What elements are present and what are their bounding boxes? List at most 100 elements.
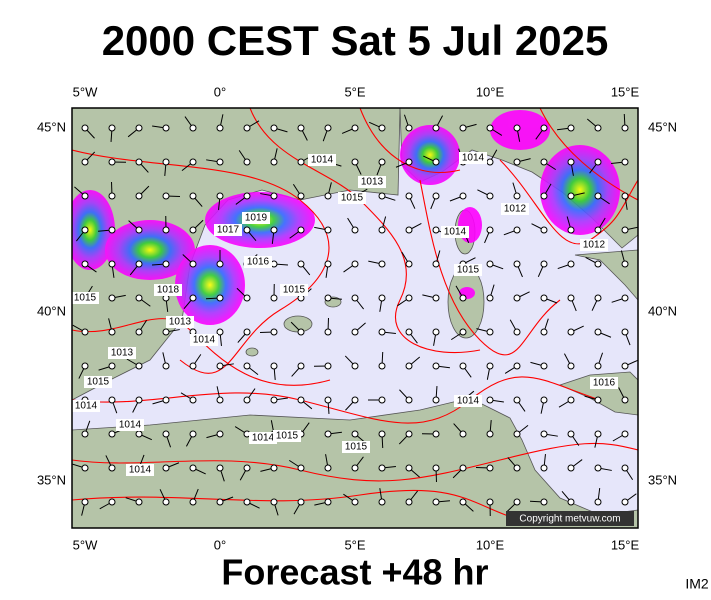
- barb-station: [432, 362, 440, 370]
- barb-station: [621, 396, 629, 404]
- barb-station: [270, 328, 278, 336]
- barb-station: [513, 260, 521, 268]
- barb-station: [81, 226, 89, 234]
- barb-station: [594, 158, 602, 166]
- barb-station: [324, 430, 332, 438]
- barb-station: [81, 362, 89, 370]
- barb-station: [459, 192, 467, 200]
- lon-label: 5°W: [73, 537, 98, 552]
- barb-station: [432, 226, 440, 234]
- barb-station: [486, 498, 494, 506]
- barb-station: [162, 192, 170, 200]
- isobar-label: 1015: [345, 442, 368, 453]
- barb-station: [540, 498, 548, 506]
- barb-station: [81, 328, 89, 336]
- barb-station: [486, 430, 494, 438]
- isobar-label: 1015: [87, 377, 110, 388]
- isobar-label-box: [126, 464, 154, 476]
- barb-station: [540, 430, 548, 438]
- barb-station: [297, 362, 305, 370]
- isobar-label: 1016: [593, 378, 616, 389]
- barb-station: [378, 430, 386, 438]
- barb-station: [459, 294, 467, 302]
- land: [72, 108, 638, 528]
- barb-station: [378, 294, 386, 302]
- barb-station: [81, 260, 89, 268]
- barb-station: [243, 362, 251, 370]
- barb-station: [270, 192, 278, 200]
- barb-station: [594, 192, 602, 200]
- isobar-label: 1013: [169, 317, 192, 328]
- barb-station: [432, 294, 440, 302]
- barb-station: [540, 362, 548, 370]
- isobar-label-box: [166, 316, 194, 328]
- barb-station: [243, 158, 251, 166]
- barb-station: [135, 226, 143, 234]
- barb-station: [216, 260, 224, 268]
- barb-station: [540, 192, 548, 200]
- isobar-label-box: [190, 334, 218, 346]
- barb-station: [135, 498, 143, 506]
- barb-station: [513, 328, 521, 336]
- barb-station: [540, 294, 548, 302]
- lon-label: 5°E: [344, 537, 365, 552]
- barb-station: [135, 158, 143, 166]
- barb-station: [513, 362, 521, 370]
- barb-station: [405, 294, 413, 302]
- barb-station: [378, 158, 386, 166]
- barb-station: [432, 260, 440, 268]
- barb-station: [405, 226, 413, 234]
- isobars: [72, 108, 638, 521]
- isobar-label: 1019: [245, 213, 268, 224]
- barb-station: [189, 192, 197, 200]
- barb-station: [162, 362, 170, 370]
- barb-station: [162, 124, 170, 132]
- barb-station: [189, 464, 197, 472]
- isobar-label: 1014: [444, 227, 467, 238]
- barb-station: [324, 498, 332, 506]
- barb-station: [189, 294, 197, 302]
- barb-station: [297, 124, 305, 132]
- product-code: IM2: [685, 576, 709, 592]
- barb-station: [567, 328, 575, 336]
- graticule-labels: 5°W 5°W 0° 0° 5°E 5°E 10°E 10°E 15°E 15°E 45°N 45°N…: [37, 84, 677, 552]
- barb-station: [324, 124, 332, 132]
- barb-station: [378, 124, 386, 132]
- barb-station: [567, 396, 575, 404]
- isobar-label-box: [308, 154, 336, 166]
- barb-station: [189, 260, 197, 268]
- barb-station: [324, 294, 332, 302]
- barb-station: [270, 464, 278, 472]
- barb-station: [486, 158, 494, 166]
- isobar-label-box: [280, 284, 308, 296]
- barb-station: [594, 464, 602, 472]
- barb-station: [324, 226, 332, 234]
- isobar-label-box: [590, 377, 618, 389]
- barb-station: [162, 328, 170, 336]
- barb-station: [594, 124, 602, 132]
- barb-station: [216, 294, 224, 302]
- barb-station: [108, 226, 116, 234]
- isobar-label-box: [72, 292, 99, 304]
- barb-station: [567, 158, 575, 166]
- barb-station: [405, 158, 413, 166]
- lat-label: 35°N: [648, 472, 677, 487]
- barb-station: [621, 498, 629, 506]
- barb-station: [567, 362, 575, 370]
- barb-station: [378, 464, 386, 472]
- barb-station: [297, 328, 305, 336]
- barb-station: [162, 260, 170, 268]
- barb-station: [378, 396, 386, 404]
- barb-station: [594, 430, 602, 438]
- barb-station: [621, 192, 629, 200]
- barb-station: [459, 430, 467, 438]
- barb-station: [567, 498, 575, 506]
- barb-station: [216, 328, 224, 336]
- barb-station: [81, 430, 89, 438]
- barb-station: [513, 396, 521, 404]
- barb-station: [243, 226, 251, 234]
- barb-station: [216, 464, 224, 472]
- barb-station: [513, 464, 521, 472]
- barb-station: [432, 396, 440, 404]
- barb-station: [513, 430, 521, 438]
